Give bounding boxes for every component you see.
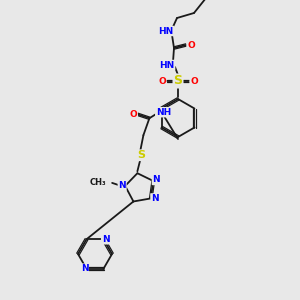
Text: O: O [158, 76, 166, 85]
Text: O: O [130, 110, 137, 119]
Text: N: N [151, 194, 159, 203]
Text: O: O [190, 76, 198, 85]
Text: S: S [137, 150, 146, 160]
Text: N: N [118, 182, 126, 190]
Text: N: N [152, 176, 160, 184]
Text: N: N [81, 264, 88, 273]
Text: NH: NH [156, 108, 171, 117]
Text: S: S [173, 74, 182, 88]
Text: HN: HN [159, 61, 175, 70]
Text: HN: HN [158, 26, 174, 35]
Text: CH₃: CH₃ [89, 178, 106, 188]
Text: O: O [187, 40, 195, 50]
Text: N: N [102, 235, 109, 244]
